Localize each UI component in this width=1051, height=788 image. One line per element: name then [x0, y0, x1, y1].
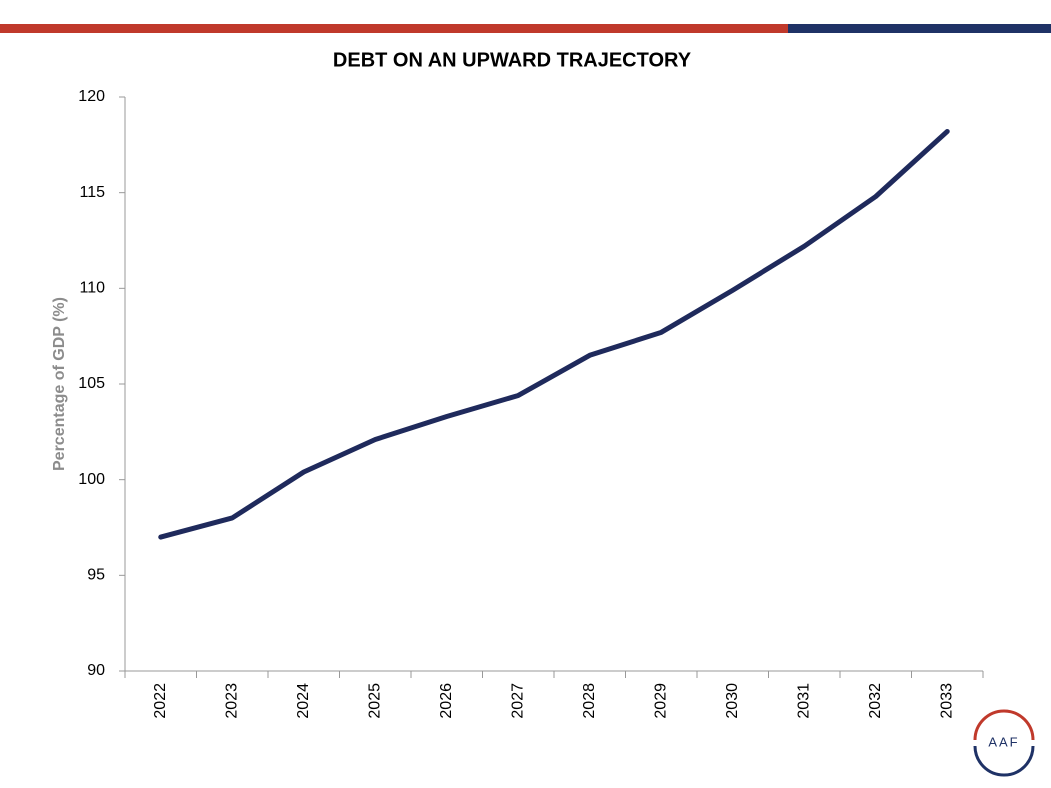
x-tick-label: 2022 [152, 683, 169, 719]
logo: AAF [973, 709, 1035, 777]
x-tick-label: 2032 [867, 683, 884, 719]
y-tick-label: 120 [78, 88, 105, 105]
x-tick-label: 2033 [938, 683, 955, 719]
y-tick-label: 100 [78, 471, 105, 488]
y-tick-label: 105 [78, 375, 105, 392]
logo-arc-bottom [973, 745, 1035, 777]
header-bar-navy [788, 24, 1051, 33]
line-series [158, 128, 950, 540]
x-tick-label: 2024 [295, 683, 312, 719]
y-tick-label: 115 [79, 184, 105, 201]
x-tick-label: 2027 [509, 683, 526, 719]
x-tick-label: 2030 [724, 683, 741, 719]
x-tick-label: 2029 [652, 683, 669, 719]
y-tick-label: 95 [87, 567, 105, 584]
x-tick-label: 2025 [366, 683, 383, 719]
x-tick-label: 2026 [438, 683, 455, 719]
chart-title: DEBT ON AN UPWARD TRAJECTORY [333, 49, 692, 71]
x-tick-label: 2028 [581, 683, 598, 719]
x-tick-label: 2031 [795, 683, 812, 719]
y-tick-label: 110 [79, 280, 105, 297]
y-tick-label: 90 [87, 662, 105, 679]
x-tick-label: 2023 [223, 683, 240, 719]
logo-text: AAF [988, 734, 1019, 749]
logo-arc-top [973, 709, 1035, 741]
y-axis-label: Percentage of GDP (%) [51, 297, 68, 471]
header-bar-red [0, 24, 788, 33]
